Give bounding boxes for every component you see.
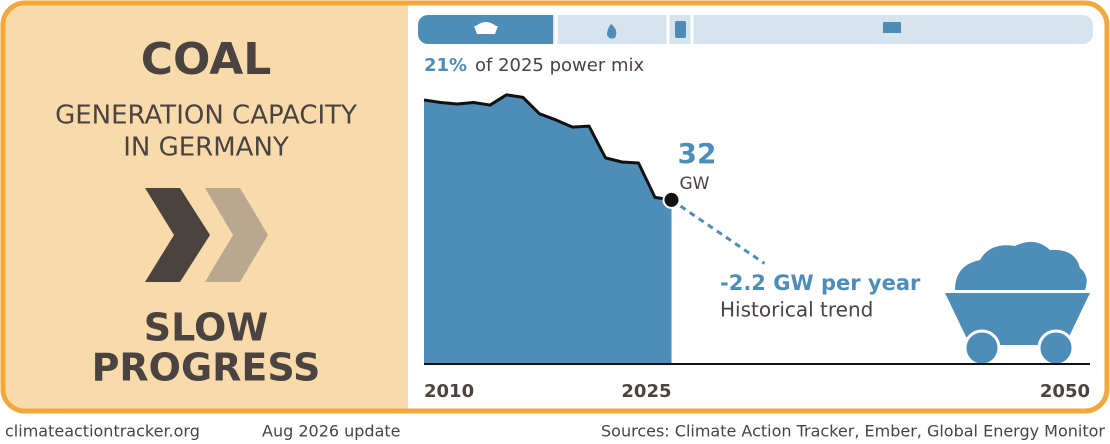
x-tick-label: 2010 [424,381,474,402]
status: PROGRESS [92,346,321,390]
x-tick-label: 2025 [621,381,671,402]
footer-update: Aug 2026 update [262,422,401,441]
coal-pile [955,241,1087,290]
coal-cart [945,241,1090,367]
unit-label: GW [680,174,710,194]
value-label: 32 [678,137,717,170]
area-outline [423,93,672,202]
tab-bar[interactable] [418,15,1093,44]
footer-sources: Sources: Climate Action Tracker, Ember, … [601,422,1105,441]
trend-label: -2.2 GW per year [720,271,921,295]
chevron [145,188,210,282]
footer-site: climateactiontracker.org [5,422,200,441]
panel-subtitle: IN GERMANY [123,133,289,163]
solar-icon [883,22,901,33]
share: 21% [424,55,467,76]
status: SLOW [144,306,268,350]
x-tick-label: 2050 [1040,381,1090,402]
gas-icon [607,24,617,39]
oil-icon [675,21,686,38]
share-text: of 2025 power mix [475,55,644,76]
last-point [662,190,681,209]
tabs [418,15,1093,44]
trend-line [670,198,766,265]
panel-title: COAL [141,34,272,85]
chevron [205,188,268,282]
cart-wheel [1037,329,1075,367]
area [424,94,672,365]
cart-wheel [963,329,1001,367]
coal-icon [474,22,498,34]
panel-subtitle: GENERATION CAPACITY [55,101,357,131]
left-panel [5,5,408,409]
trend-caption: Historical trend [720,298,873,322]
